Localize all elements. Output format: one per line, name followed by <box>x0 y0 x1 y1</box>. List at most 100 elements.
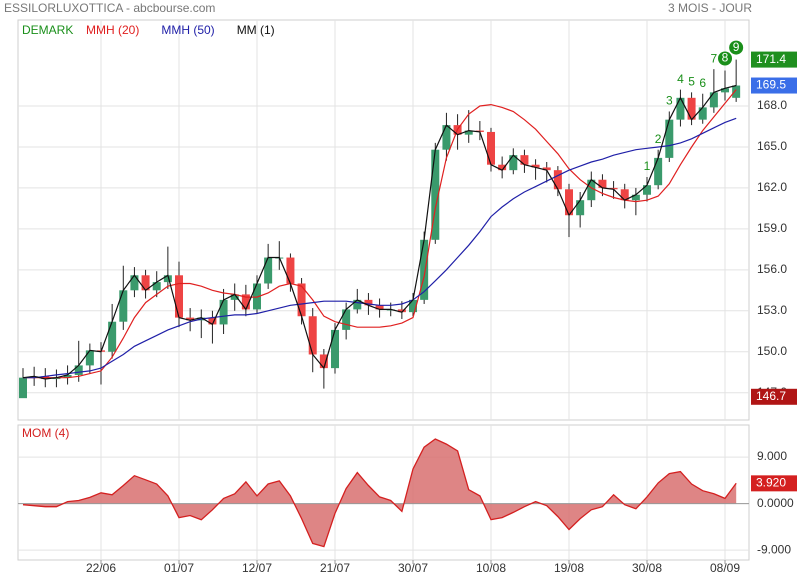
candle-body <box>553 170 562 190</box>
candle-body <box>141 275 150 291</box>
y-tick-label: 9.000 <box>757 449 787 463</box>
demark-count: 9 <box>733 40 740 54</box>
demark-count: 3 <box>666 94 673 108</box>
candle-body <box>319 354 328 369</box>
candle-body <box>19 377 27 399</box>
candle-body <box>665 119 674 158</box>
y-tick-label: -9.000 <box>757 542 791 556</box>
x-tick-label: 12/07 <box>242 561 272 575</box>
candle-body <box>119 290 128 322</box>
candle-body <box>698 107 707 120</box>
candle-body <box>63 374 72 378</box>
candle-body <box>442 125 451 150</box>
y-tick-label: 150.0 <box>757 344 787 358</box>
x-tick-label: 30/08 <box>632 561 662 575</box>
candle-body <box>286 257 295 284</box>
candle-body <box>397 309 406 313</box>
value-marker <box>751 475 797 492</box>
candle-body <box>85 350 94 366</box>
candle-body <box>609 187 618 190</box>
main-panel <box>17 19 750 421</box>
candle-body <box>431 149 440 240</box>
price-marker <box>751 388 797 405</box>
candle-body <box>676 97 685 120</box>
demark-count: 6 <box>699 76 706 90</box>
price-marker <box>751 51 797 68</box>
candle-body <box>509 155 518 171</box>
candle-body <box>208 317 217 325</box>
demark-count: 4 <box>677 72 684 86</box>
area-line <box>22 438 737 548</box>
y-tick-label: 162.0 <box>757 180 787 194</box>
candle-body <box>364 299 373 306</box>
legend-entry: MMH (50) <box>161 23 214 37</box>
chart-subtitle: 3 MOIS - JOUR <box>668 1 752 15</box>
demark-count: 7 <box>711 51 718 65</box>
candle-body <box>721 88 730 93</box>
demark-count: 5 <box>688 75 695 89</box>
x-tick-label: 22/06 <box>86 561 116 575</box>
candle-body <box>186 317 195 321</box>
candle-body <box>420 239 429 300</box>
series-line <box>22 84 737 380</box>
candle-body <box>241 294 250 310</box>
candle-body <box>587 179 596 201</box>
candle-body <box>576 200 585 216</box>
value-marker-label: 3.920 <box>756 476 786 490</box>
demark-badge <box>729 40 744 55</box>
x-tick-label: 10/08 <box>476 561 506 575</box>
candle-body <box>498 164 507 171</box>
candle-body <box>464 130 473 135</box>
candle-body <box>409 299 418 313</box>
candle-body <box>375 305 384 310</box>
demark-badge <box>718 51 733 66</box>
x-tick-label: 19/08 <box>554 561 584 575</box>
candle-body <box>342 309 351 330</box>
series-line <box>23 117 737 379</box>
candle-body <box>732 85 741 98</box>
candle-body <box>565 189 574 216</box>
legend-entry: MMH (20) <box>86 23 139 37</box>
candle-body <box>654 157 663 186</box>
candle-body <box>52 377 61 380</box>
price-marker <box>751 77 797 94</box>
candle-body <box>709 92 718 108</box>
legend-title: DEMARK <box>22 23 73 37</box>
candle-body <box>531 164 540 168</box>
candle-body <box>30 376 39 378</box>
candle-body <box>620 189 629 201</box>
series-line <box>23 89 737 379</box>
candle-body <box>308 316 317 355</box>
candle-body <box>542 167 551 171</box>
candle-body <box>520 155 529 165</box>
candle-body <box>631 194 640 201</box>
candle-body <box>598 179 607 188</box>
candle-body <box>74 365 83 375</box>
candle-body <box>175 275 184 318</box>
candle-body <box>487 131 496 165</box>
candle-body <box>163 275 172 283</box>
panel-title: MOM (4) <box>22 426 69 440</box>
candle-body <box>353 299 362 310</box>
y-tick-label: 0.0000 <box>757 496 794 510</box>
candle-body <box>230 294 239 300</box>
candle-body <box>331 329 340 369</box>
candle-body <box>297 283 306 317</box>
demark-count: 1 <box>644 159 651 173</box>
candle-body <box>219 299 228 325</box>
candle-body <box>475 130 484 132</box>
y-tick-label: 153.0 <box>757 303 787 317</box>
y-tick-label: 156.0 <box>757 262 787 276</box>
x-tick-label: 30/07 <box>398 561 428 575</box>
y-tick-label: 159.0 <box>757 221 787 235</box>
y-tick-label: 168.0 <box>757 98 787 112</box>
candle-body <box>152 282 161 291</box>
demark-count: 8 <box>722 51 729 65</box>
candle-body <box>643 185 652 195</box>
candle-body <box>253 283 262 310</box>
price-marker-label: 169.5 <box>756 78 786 92</box>
candle-body <box>264 257 273 284</box>
chart-title: ESSILORLUXOTTICA - abcbourse.com <box>4 1 215 15</box>
demark-count: 2 <box>655 132 662 146</box>
